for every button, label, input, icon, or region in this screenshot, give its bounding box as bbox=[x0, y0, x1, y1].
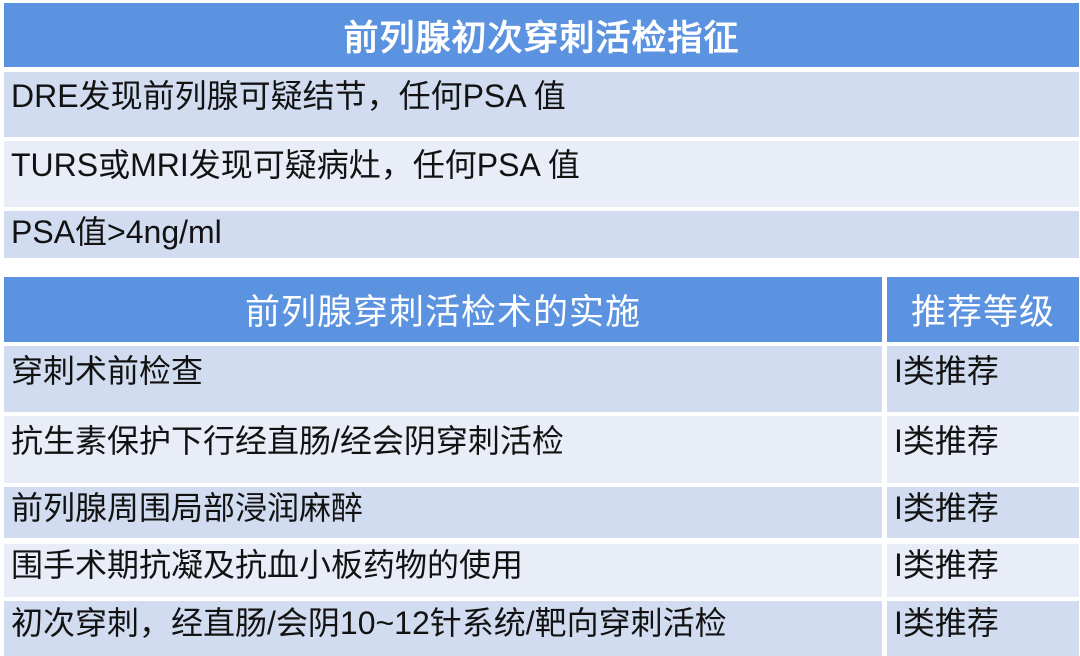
recommendation-grade: I类推荐 bbox=[887, 487, 1079, 538]
indications-row-turs-mri: TURS或MRI发现可疑病灶，任何PSA 值 bbox=[4, 141, 1079, 207]
indications-table-title: 前列腺初次穿刺活检指征 bbox=[4, 3, 1079, 67]
table-separator bbox=[4, 258, 1079, 277]
implementation-table: 前列腺穿刺活检术的实施 推荐等级 穿刺术前检查 I类推荐 抗生素保护下行经直肠/… bbox=[4, 277, 1079, 656]
implementation-item: 初次穿刺，经直肠/会阴10~12针系统/靶向穿刺活检 bbox=[4, 601, 882, 656]
implementation-row: 穿刺术前检查 I类推荐 bbox=[4, 346, 1079, 412]
implementation-item: 穿刺术前检查 bbox=[4, 346, 882, 412]
indications-table: 前列腺初次穿刺活检指征 DRE发现前列腺可疑结节，任何PSA 值 TURS或MR… bbox=[4, 3, 1079, 258]
implementation-row: 围手术期抗凝及抗血小板药物的使用 I类推荐 bbox=[4, 544, 1079, 597]
implementation-item: 前列腺周围局部浸润麻醉 bbox=[4, 487, 882, 538]
implementation-row: 抗生素保护下行经直肠/经会阴穿刺活检 I类推荐 bbox=[4, 416, 1079, 483]
recommendation-grade: I类推荐 bbox=[887, 346, 1079, 412]
grade-header-title: 推荐等级 bbox=[887, 277, 1079, 342]
recommendation-grade: I类推荐 bbox=[887, 601, 1079, 656]
indications-row-psa: PSA值>4ng/ml bbox=[4, 211, 1079, 258]
indications-row-dre: DRE发现前列腺可疑结节，任何PSA 值 bbox=[4, 72, 1079, 137]
implementation-row: 初次穿刺，经直肠/会阴10~12针系统/靶向穿刺活检 I类推荐 bbox=[4, 601, 1079, 656]
implementation-header-title: 前列腺穿刺活检术的实施 bbox=[4, 277, 882, 342]
implementation-item: 围手术期抗凝及抗血小板药物的使用 bbox=[4, 544, 882, 597]
recommendation-grade: I类推荐 bbox=[887, 416, 1079, 483]
implementation-table-header: 前列腺穿刺活检术的实施 推荐等级 bbox=[4, 277, 1079, 342]
implementation-item: 抗生素保护下行经直肠/经会阴穿刺活检 bbox=[4, 416, 882, 483]
implementation-row: 前列腺周围局部浸润麻醉 I类推荐 bbox=[4, 487, 1079, 538]
recommendation-grade: I类推荐 bbox=[887, 544, 1079, 597]
